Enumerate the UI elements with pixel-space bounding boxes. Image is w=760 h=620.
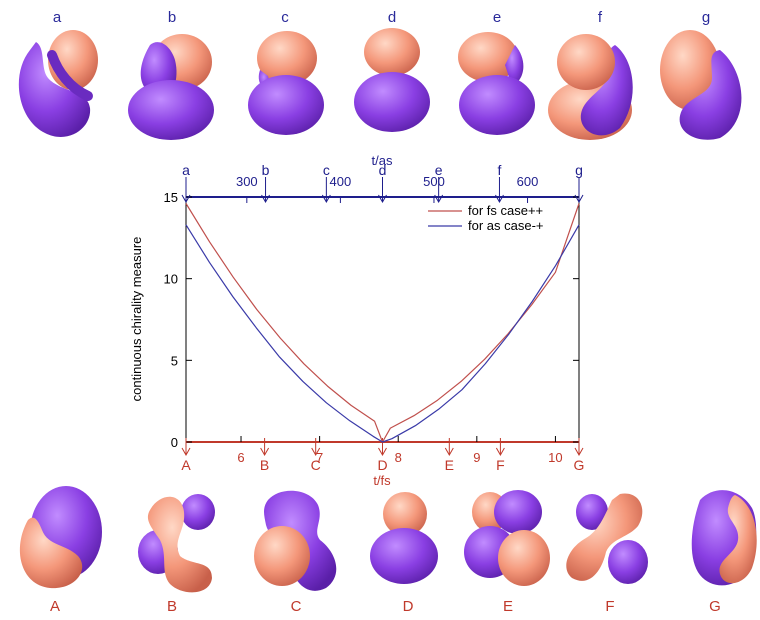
top-panel-label: g — [702, 9, 710, 26]
series-line-fs — [185, 203, 580, 443]
bottom-panel-label: E — [503, 598, 513, 615]
y-tick-label: 10 — [164, 272, 178, 287]
bottom-marker-arrowhead — [260, 447, 270, 457]
chart: 0 5 10 15 6 7 8 9 10 300 400 500 600 A B C D E F G a b c d e… — [129, 153, 584, 488]
top-marker-label: a — [182, 162, 190, 178]
orbital-render-g — [660, 30, 742, 140]
bottom-panel-label: A — [50, 598, 60, 615]
bottom-marker-arrowhead — [311, 447, 321, 457]
top-orbital-row: a b c d e f g — [18, 9, 742, 140]
top-panel-label: d — [388, 9, 396, 26]
top-tick-label: 400 — [330, 174, 352, 189]
top-axis-label: t/as — [372, 153, 393, 168]
top-marker-label: b — [262, 162, 270, 178]
bottom-marker-label: B — [260, 457, 269, 473]
bottom-panel-label: D — [403, 598, 414, 615]
top-tick-label: 300 — [236, 174, 258, 189]
legend-label-as: for as case-+ — [468, 218, 544, 233]
top-marker-arrowhead — [181, 194, 191, 204]
orbital-render-e — [458, 32, 535, 135]
bottom-tick-label: 10 — [548, 450, 562, 465]
bottom-tick-label: 7 — [316, 450, 323, 465]
bottom-marker-label: G — [574, 457, 585, 473]
bottom-marker-arrowhead — [444, 447, 454, 457]
top-marker-label: d — [379, 162, 387, 178]
bottom-marker-label: A — [181, 457, 191, 473]
top-marker-arrowhead — [261, 194, 270, 204]
y-axis-label: continuous chirality measure — [129, 237, 144, 402]
orbital-render-a — [18, 30, 98, 137]
orbital-render-b — [128, 34, 214, 140]
bottom-axis-ticks: 6 7 8 9 10 — [237, 436, 563, 465]
bottom-tick-label: 9 — [473, 450, 480, 465]
top-marker-label: g — [575, 162, 583, 178]
top-panel-label: f — [598, 9, 603, 26]
legend-label-fs: for fs case++ — [468, 203, 543, 218]
orbital-render-C — [254, 490, 337, 591]
y-tick-label: 0 — [171, 435, 178, 450]
top-tick-label: 600 — [517, 174, 539, 189]
top-tick-label: 500 — [423, 174, 445, 189]
bottom-panel-label: F — [605, 598, 614, 615]
top-marker-arrowhead — [434, 194, 444, 204]
orbital-render-d — [354, 28, 430, 132]
top-marker-label: f — [498, 162, 502, 178]
bottom-tick-label: 8 — [395, 450, 402, 465]
orbital-render-A — [19, 486, 102, 589]
top-marker-arrowhead — [574, 194, 584, 204]
series-layer — [185, 203, 580, 443]
orbital-render-c — [248, 31, 324, 135]
top-panel-label: e — [493, 9, 501, 26]
bottom-marker-arrowhead — [181, 447, 191, 457]
bottom-marker-arrowhead — [574, 447, 584, 457]
top-panel-label: a — [53, 9, 62, 26]
top-marker-arrowhead — [378, 194, 387, 204]
bottom-orbital-row: A B C D E F G — [19, 486, 757, 615]
legend: for fs case++ for as case-+ — [428, 203, 544, 233]
orbital-render-F — [566, 493, 648, 584]
bottom-tick-label: 6 — [237, 450, 244, 465]
series-line-as — [185, 224, 580, 443]
top-panel-label: c — [281, 9, 289, 26]
bottom-marker-label: C — [311, 457, 321, 473]
orbital-render-G — [691, 490, 757, 586]
bottom-marker-arrowhead — [495, 447, 505, 457]
top-marker-arrowhead — [321, 194, 331, 204]
bottom-panel-label: B — [167, 598, 177, 615]
top-marker-arrowhead — [495, 194, 504, 204]
bottom-panel-label: C — [291, 598, 302, 615]
orbital-render-B — [138, 494, 215, 593]
y-tick-label: 5 — [171, 353, 178, 368]
top-marker-label: c — [323, 162, 330, 178]
top-axis-ticks: 300 400 500 600 — [236, 174, 538, 203]
bottom-marker-arrowhead — [378, 447, 387, 457]
bottom-axis-label: t/fs — [373, 473, 391, 488]
bottom-axis-markers: A B C D E F G — [181, 438, 584, 473]
bottom-marker-label: F — [496, 457, 505, 473]
y-tick-label: 15 — [164, 190, 178, 205]
top-panel-label: b — [168, 9, 176, 26]
top-axis-markers: a b c d e f g — [181, 162, 584, 204]
orbital-render-E — [464, 490, 550, 586]
orbital-render-f — [548, 34, 633, 140]
bottom-panel-label: G — [709, 598, 721, 615]
bottom-marker-label: D — [377, 457, 387, 473]
orbital-render-D — [370, 492, 438, 584]
bottom-marker-label: E — [445, 457, 454, 473]
top-marker-label: e — [435, 162, 443, 178]
